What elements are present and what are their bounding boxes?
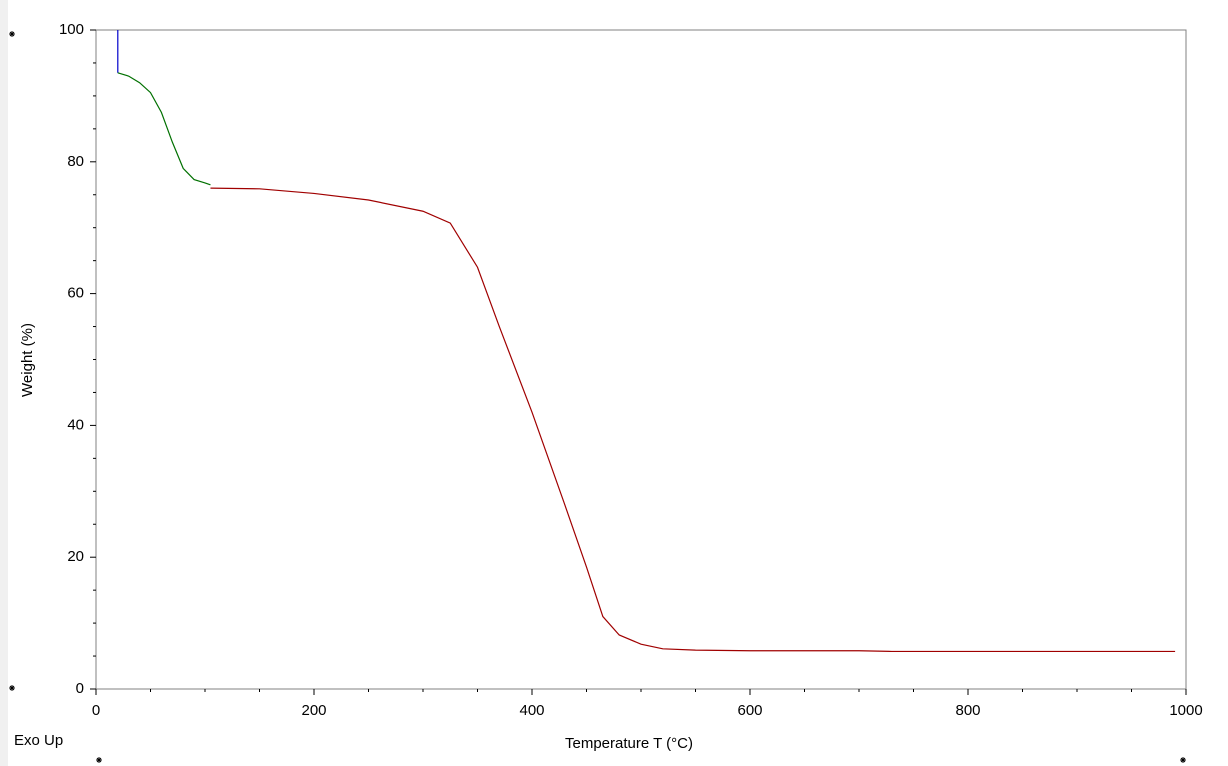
side-strip bbox=[0, 0, 8, 766]
x-tick-label: 200 bbox=[301, 702, 326, 719]
weight-line bbox=[117, 72, 211, 186]
x-tick-label: 400 bbox=[519, 702, 544, 719]
y-tick-label: 20 bbox=[67, 548, 84, 565]
y-tick-label: 100 bbox=[59, 21, 84, 38]
y-tick-label: 40 bbox=[67, 416, 84, 433]
weight-line bbox=[210, 187, 1176, 653]
y-tick-label: 60 bbox=[67, 285, 84, 302]
x-tick-label: 0 bbox=[92, 702, 100, 719]
x-tick-label: 600 bbox=[737, 702, 762, 719]
y-axis-label: Weight (%) bbox=[19, 323, 36, 397]
x-tick-label: 800 bbox=[955, 702, 980, 719]
annotation: Exo Up bbox=[14, 732, 63, 749]
y-tick-label: 80 bbox=[67, 153, 84, 170]
plot-frame bbox=[95, 29, 1187, 690]
corner-markers bbox=[9, 31, 1186, 763]
x-tick-label: 1000 bbox=[1169, 702, 1202, 719]
y-tick-label: 0 bbox=[76, 680, 84, 697]
x-axis-label: Temperature T (°C) bbox=[565, 735, 693, 752]
